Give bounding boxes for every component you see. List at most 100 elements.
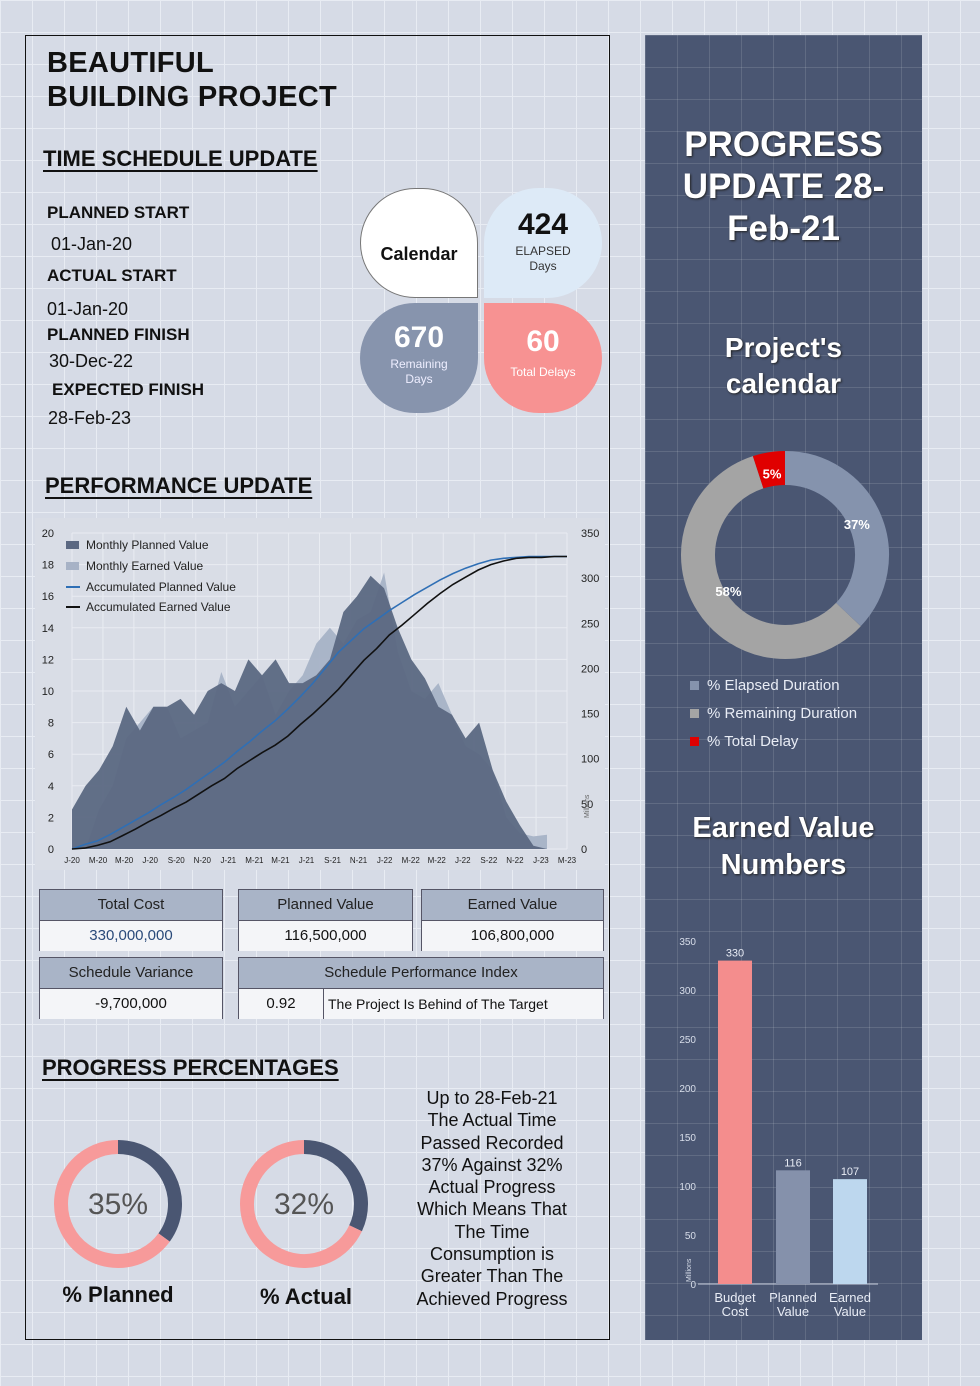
y-left-tick-label: 10 (42, 686, 54, 698)
progress-heading: PROGRESS PERCENTAGES (42, 1055, 339, 1080)
ev-y-unit-label: Millions (686, 1258, 693, 1282)
elapsed-value: 424 (517, 208, 569, 241)
remaining-tile: 670 Remaining Days (360, 303, 478, 413)
planned-label: % Planned (62, 1282, 174, 1307)
x-tick-label: M-20 (115, 856, 134, 865)
progress-note-line-9: Achieved Progress (416, 1288, 568, 1309)
x-tick-label: J-22 (455, 856, 471, 865)
planned-value-value: 116,500,000 (239, 921, 412, 951)
x-tick-label: M-20 (89, 856, 108, 865)
y-left-tick-label: 0 (48, 844, 54, 856)
legend-remaining: % Remaining Duration (690, 705, 857, 722)
planned-start-label: PLANNED START (47, 203, 190, 222)
legend-label: Accumulated Planned Value (86, 580, 236, 594)
elapsed-tile: 424 ELAPSED Days (484, 188, 602, 298)
x-tick-label: M-21 (245, 856, 264, 865)
progress-note-line-8: Greater Than The (420, 1266, 564, 1287)
legend-delay: % Total Delay (690, 733, 798, 750)
schedule-variance-label: Schedule Variance (40, 958, 222, 989)
progress-note-line-4: Actual Progress (428, 1177, 556, 1198)
expected-finish-value: 28-Feb-23 (48, 408, 132, 428)
ev-y-tick-label: 250 (679, 1035, 696, 1046)
y-right-tick-label: 300 (581, 573, 599, 585)
spi-label: Schedule Performance Index (239, 958, 603, 989)
remaining-days-label: Days (405, 372, 433, 386)
legend-label: Accumulated Earned Value (86, 600, 231, 614)
accumulated-earned-line (71, 555, 567, 850)
left-panel (25, 35, 610, 1340)
main-title: BEAUTIFUL BUILDING PROJECT (47, 46, 337, 114)
actual-start-label: ACTUAL START (47, 266, 177, 285)
legend-swatch-remaining (690, 709, 699, 718)
ev-bar-label: 116 (784, 1157, 802, 1169)
planned-finish-value: 30-Dec-22 (49, 351, 134, 371)
donut-slice-0 (117, 1140, 182, 1242)
earned-value-title-line-1: Numbers (720, 849, 847, 881)
legend-swatch-delay (690, 737, 699, 746)
remaining-label: Remaining (390, 357, 448, 371)
calendar-pct-label: 5% (763, 466, 782, 481)
elapsed-label: ELAPSED (515, 244, 571, 258)
x-tick-label: S-21 (324, 856, 341, 865)
spi-note: The Project Is Behind of The Target (328, 996, 548, 1012)
x-tick-label: J-20 (142, 856, 158, 865)
ev-y-tick-label: 50 (685, 1231, 697, 1242)
x-tick-label: J-22 (377, 856, 393, 865)
earned-value-title-line-0: Earned Value (692, 812, 875, 844)
donut-slice-0 (303, 1140, 368, 1232)
calendar-slice-1 (681, 456, 861, 659)
progress-update-title-line-2: Feb-21 (727, 209, 840, 248)
x-tick-label: S-22 (480, 856, 497, 865)
progress-note-line-1: The Actual Time (427, 1110, 557, 1131)
x-tick-label: M-23 (558, 856, 577, 865)
calendar-label: Calendar (380, 244, 458, 264)
planned-pct: 35% (87, 1188, 149, 1221)
planned-start-value: 01-Jan-20 (51, 234, 133, 254)
accumulated-planned-line (71, 555, 567, 850)
legend-swatch-elapsed (690, 681, 699, 690)
progress-note-line-2: Passed Recorded (420, 1132, 564, 1153)
planned-donut (54, 1140, 182, 1268)
y-right-tick-label: 200 (581, 663, 599, 675)
earned-value-box: Earned Value 106,800,000 (421, 889, 604, 951)
remaining-value: 670 (393, 321, 445, 354)
progress-update-title: PROGRESS UPDATE 28- Feb-21 (645, 124, 922, 250)
calendar-chart-title-line-0: Project's (724, 332, 843, 363)
progress-update-title-line-0: PROGRESS (684, 125, 883, 164)
main-title-line1: BEAUTIFUL (47, 47, 215, 79)
legend-swatch (66, 562, 79, 570)
y-left-tick-label: 6 (48, 749, 54, 761)
legend-delay-label: % Total Delay (707, 733, 799, 750)
ev-bar-label: 330 (726, 948, 744, 960)
ev-category-label: Cost (722, 1304, 749, 1319)
calendar-slice-0 (784, 451, 889, 627)
y-right-tick-label: 350 (581, 528, 599, 540)
total-cost-label: Total Cost (40, 890, 222, 921)
x-tick-label: M-22 (402, 856, 421, 865)
ev-category-label: Planned (769, 1290, 817, 1305)
ev-y-tick-label: 150 (679, 1133, 696, 1144)
ev-bar (776, 1170, 810, 1284)
schedule-variance-value: -9,700,000 (40, 989, 222, 1019)
y-left-tick-label: 4 (48, 781, 54, 793)
y-left-tick-label: 14 (42, 623, 54, 635)
progress-note: Up to 28-Feb-21 The Actual Time Passed Rec… (398, 1087, 586, 1310)
progress-note-line-7: Consumption is (429, 1244, 555, 1265)
delays-value: 60 (526, 325, 560, 358)
delays-tile: 60 Total Delays (484, 303, 602, 413)
schedule-variance-box: Schedule Variance -9,700,000 (39, 957, 223, 1019)
y-left-tick-label: 2 (48, 812, 54, 824)
calendar-tile: Calendar (360, 188, 478, 298)
planned-finish-label: PLANNED FINISH (47, 325, 190, 344)
ev-bar (833, 1179, 867, 1284)
ev-category-label: Budget (714, 1290, 756, 1305)
earned-value-chart: 0 50 100 150 200 250 300 350 Millions 330 BudgetCo… (679, 937, 878, 1319)
x-tick-label: M-22 (428, 856, 447, 865)
ev-y-tick-label: 100 (679, 1182, 696, 1193)
ev-bar (718, 960, 752, 1284)
actual-donut (240, 1140, 368, 1268)
y-right-tick-label: 150 (581, 709, 599, 721)
calendar-pct-label: 58% (715, 584, 741, 599)
y-right-unit-label: Millions (584, 794, 591, 818)
x-tick-label: J-20 (64, 856, 80, 865)
